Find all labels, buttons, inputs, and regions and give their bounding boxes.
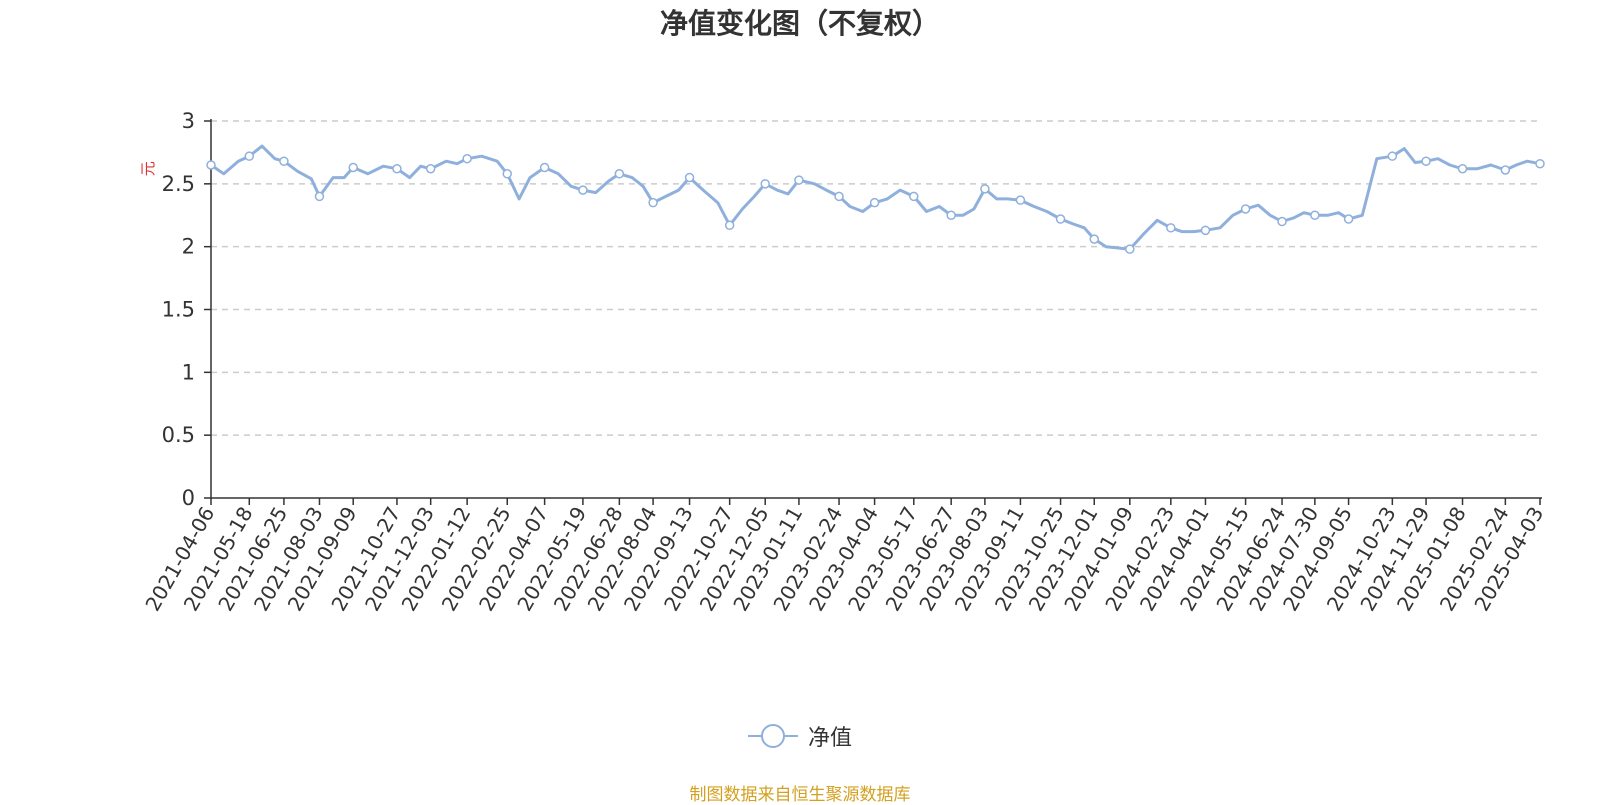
y-tick-label-5: 2.5 [162,172,195,196]
data-point-87[interactable] [1277,216,1287,227]
data-point-33[interactable] [614,169,625,179]
data-point-30[interactable] [578,185,588,195]
data-point-93[interactable] [1343,214,1354,224]
data-point-6[interactable] [279,156,289,166]
data-point-63[interactable] [980,184,990,194]
y-tick-label-6: 3 [182,109,195,133]
data-point-69[interactable] [1055,214,1066,224]
data-point-24[interactable] [502,169,512,179]
data-point-84[interactable] [1240,204,1251,214]
data-point-39[interactable] [684,172,695,183]
x-tick-labels: 2021-04-062021-05-182021-06-252021-08-03… [140,502,1548,615]
y-tick-labels: 0 0.5 1 1.5 2 2.5 3 [162,109,195,510]
data-point-3[interactable] [244,151,255,161]
legend-marker-icon [747,724,798,748]
line-chart: 0 0.5 1 1.5 2 2.5 3 2021-04-062021-05-182021-0… [139,109,1548,615]
data-point-102[interactable] [1457,164,1468,174]
data-point-0[interactable] [206,160,216,170]
y-tick-label-3: 1.5 [162,298,195,322]
series-line [210,144,1541,251]
data-point-90[interactable] [1310,210,1320,220]
data-point-48[interactable] [794,175,804,185]
data-point-15[interactable] [392,164,402,174]
data-point-12[interactable] [348,162,358,173]
data-point-18[interactable] [425,164,436,174]
data-point-51[interactable] [834,191,844,202]
data-point-72[interactable] [1089,234,1100,244]
data-point-96[interactable] [1387,151,1398,161]
y-tick-label-2: 1 [182,360,195,384]
y-tick-label-4: 2 [182,235,195,259]
y-tick-label-0: 0 [182,486,195,510]
legend-label: 净值 [807,726,852,751]
source-note: 制图数据来自恒生聚源数据库 [689,785,911,805]
y-tick-label-1: 0.5 [162,423,195,447]
data-point-42[interactable] [724,220,735,231]
data-point-105[interactable] [1500,165,1511,175]
data-point-21[interactable] [462,153,472,164]
data-point-66[interactable] [1015,195,1026,205]
data-point-27[interactable] [539,162,550,173]
data-point-78[interactable] [1166,223,1176,233]
data-point-60[interactable] [946,210,956,220]
legend[interactable]: 净值 [0,720,1600,752]
grid-lines [211,120,1540,436]
y-axis-label: 元 [139,161,157,176]
data-point-57[interactable] [909,191,919,202]
data-point-75[interactable] [1125,244,1135,254]
axes [204,119,1542,505]
data-point-54[interactable] [869,197,880,208]
data-point-45[interactable] [760,179,770,189]
data-point-9[interactable] [314,191,325,202]
series-layer [206,144,1545,254]
chart-title: 净值变化图（不复权） [659,7,940,40]
data-point-36[interactable] [648,197,658,208]
data-point-99[interactable] [1421,156,1431,166]
data-point-108[interactable] [1535,158,1545,169]
data-point-81[interactable] [1200,225,1211,236]
